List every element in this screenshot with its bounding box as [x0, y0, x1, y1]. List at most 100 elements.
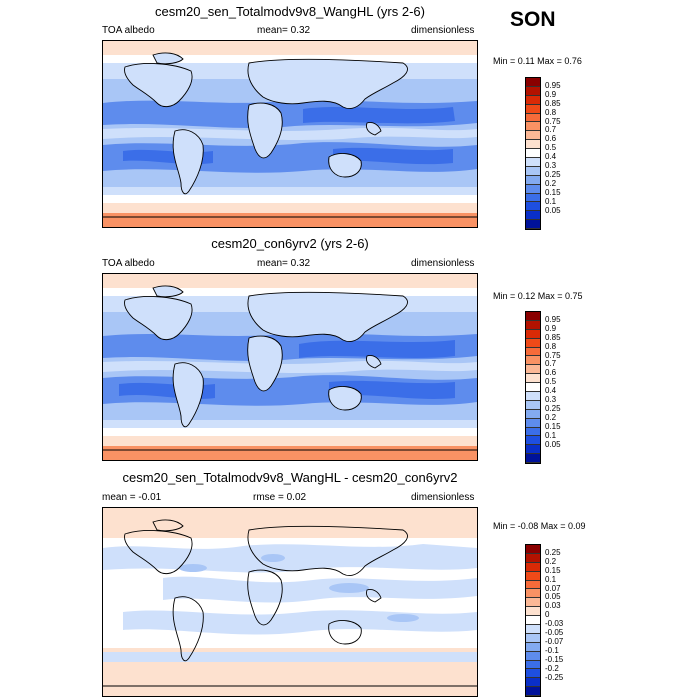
panel-3-colorbar-tick-label: 0.05 — [545, 592, 561, 602]
panel-1-colorbar-tick-label: 0.05 — [545, 205, 561, 215]
panel-2-colorbar-swatch — [526, 374, 540, 384]
panel-2-colorbar-swatch — [526, 418, 540, 428]
panel-2-colorbar-tick-label: 0.25 — [545, 403, 561, 413]
panel-2-colorbar-tick-label: 0.1 — [545, 430, 557, 440]
panel-1-colorbar-swatch — [526, 211, 540, 221]
panel-3-colorbar-tick-label: -0.25 — [545, 672, 564, 682]
panel-2-colorbar-swatch — [526, 445, 540, 455]
panel-3-colorbar-tick-label: -0.1 — [545, 645, 559, 655]
panel-1-colorbar-tick-label: 0.7 — [545, 125, 557, 135]
panel-1-colorbar-tick-label: 0.85 — [545, 98, 561, 108]
panel-1-units: dimensionless — [411, 25, 475, 36]
panel-3-colorbar-swatch — [526, 651, 540, 661]
panel-2-minmax: Min = 0.12 Max = 0.75 — [493, 291, 583, 301]
panel-3-rmse: rmse = 0.02 — [253, 492, 307, 503]
panel-3-colorbar-tick-label: 0.07 — [545, 583, 561, 593]
panel-1-colorbar-swatch — [526, 122, 540, 132]
panel-2-map — [102, 273, 478, 461]
panel-2-colorbar-tick-label: 0.75 — [545, 350, 561, 360]
panel-1-left-label: TOA albedo — [102, 25, 155, 36]
panel-3-colorbar-swatch — [526, 553, 540, 563]
panel-2-colorbar-tick-label: 0.7 — [545, 359, 557, 369]
panel-3-colorbar-swatch — [526, 571, 540, 581]
panel-3-map — [102, 507, 478, 697]
panel-2-units: dimensionless — [411, 258, 475, 269]
panel-2-colorbar-swatch — [526, 347, 540, 357]
panel-2-colorbar-tick-label: 0.95 — [545, 314, 561, 324]
panel-3-colorbar-swatch — [526, 678, 540, 688]
panel-3-colorbar-swatch — [526, 545, 540, 554]
panel-3-colorbar-swatch — [526, 580, 540, 590]
panel-2-colorbar-swatch — [526, 383, 540, 393]
panel-3-colorbar-tick-label: -0.2 — [545, 663, 559, 673]
panel-3-units: dimensionless — [411, 492, 475, 503]
panel-1-mean: mean= 0.32 — [257, 25, 311, 36]
panel-3-colorbar-tick-label: 0.25 — [545, 547, 561, 557]
panel-1-colorbar-tick-label: 0.4 — [545, 152, 557, 162]
panel-1-colorbar-tick-label: 0.5 — [545, 143, 557, 153]
panel-2-colorbar-swatch — [526, 409, 540, 419]
panel-3-colorbar-tick-label: 0.2 — [545, 556, 557, 566]
panel-3-colorbar-tick-label: 0 — [545, 610, 550, 620]
panel-1-colorbar-swatch — [526, 193, 540, 203]
panel-1-colorbar-swatch — [526, 220, 540, 230]
panel-3-colorbar-swatch — [526, 562, 540, 572]
panel-2-colorbar-swatches — [525, 311, 541, 465]
panel-2-colorbar-tick-label: 0.85 — [545, 332, 561, 342]
panel-3-colorbar-tick-label: -0.05 — [545, 628, 564, 637]
panel-1-colorbar-tick-label: 0.25 — [545, 169, 561, 179]
panel-2-colorbar-swatch — [526, 312, 540, 321]
panel-1-colorbar-tick-label: 0.1 — [545, 196, 557, 206]
panel-1-colorbar-swatch — [526, 104, 540, 114]
panel-2-colorbar-tick-label: 0.3 — [545, 395, 557, 404]
panel-3-colorbar-swatch — [526, 642, 540, 652]
panel-3-colorbar-swatch — [526, 616, 540, 626]
panel-3-colorbar-tick-label: 0.1 — [545, 574, 557, 584]
panel-2-colorbar-swatch — [526, 320, 540, 330]
panel-3-colorbar-swatch — [526, 687, 540, 697]
panel-2-colorbar-swatch — [526, 365, 540, 375]
panel-2-colorbar-tick-label: 0.05 — [545, 439, 561, 449]
panel-2-colorbar-tick-label: 0.9 — [545, 323, 557, 333]
panel-1-colorbar-swatch — [526, 184, 540, 194]
panel-1-colorbar-tick-label: 0.6 — [545, 134, 557, 144]
panel-2-colorbar-tick-label: 0.8 — [545, 341, 557, 351]
panel-3-colorbar-tick-label: -0.15 — [545, 654, 564, 664]
panel-2-colorbar-tick-label: 0.6 — [545, 368, 557, 378]
panel-2-colorbar-tick-label: 0.5 — [545, 377, 557, 387]
panel-2-colorbar-tick-label: 0.4 — [545, 386, 557, 396]
panel-1-colorbar-swatch — [526, 166, 540, 176]
panel-3-colorbar-swatches — [525, 544, 541, 698]
panel-1-colorbar-swatches — [525, 77, 541, 231]
panel-3-left-label: mean = -0.01 — [102, 492, 162, 503]
panel-2-colorbar-swatch — [526, 400, 540, 410]
panel-3-colorbar-swatch — [526, 625, 540, 634]
panel-1-colorbar: 0.95 0.9 0.85 0.8 0.75 0.7 0.6 0.5 0.4 0.3 0.25 0.2… — [525, 77, 561, 231]
panel-1-colorbar-swatch — [526, 202, 540, 212]
panel-1-minmax: Min = 0.11 Max = 0.76 — [493, 56, 582, 66]
panel-3-map-svg — [103, 508, 477, 696]
panel-1-colorbar-tick-label: 0.15 — [545, 187, 561, 197]
panel-2-colorbar-swatch — [526, 356, 540, 366]
panel-2-left-label: TOA albedo — [102, 258, 155, 269]
panel-1-colorbar-swatch — [526, 158, 540, 167]
panel-1-colorbar-tick-label: 0.3 — [545, 161, 557, 170]
panel-1-colorbar-swatch — [526, 95, 540, 105]
panel-1-colorbar-tick-label: 0.9 — [545, 89, 557, 99]
season-label: SON — [510, 8, 556, 31]
panel-2-colorbar-swatch — [526, 338, 540, 348]
panel-3-colorbar-swatch — [526, 607, 540, 617]
panel-2-colorbar-swatch — [526, 454, 540, 464]
panel-3-colorbar-swatch — [526, 633, 540, 643]
panel-1-colorbar-tick-label: 0.95 — [545, 80, 561, 90]
panel-1-colorbar-tick-label: 0.75 — [545, 116, 561, 126]
panel-1-map — [102, 40, 478, 228]
panel-2-colorbar: 0.95 0.9 0.85 0.8 0.75 0.7 0.6 0.5 0.4 0.3 0.25 0.2… — [525, 311, 561, 465]
panel-2-colorbar-swatch — [526, 436, 540, 446]
panel-3-colorbar-tick-label: -0.07 — [545, 636, 564, 646]
panel-2-mean: mean= 0.32 — [257, 258, 311, 269]
panel-3-minmax: Min = -0.08 Max = 0.09 — [493, 521, 586, 531]
panel-1-colorbar-swatch — [526, 149, 540, 159]
panel-1-colorbar-swatch — [526, 113, 540, 123]
panel-3-title: cesm20_sen_Totalmodv9v8_WangHL - cesm20_… — [122, 470, 458, 485]
